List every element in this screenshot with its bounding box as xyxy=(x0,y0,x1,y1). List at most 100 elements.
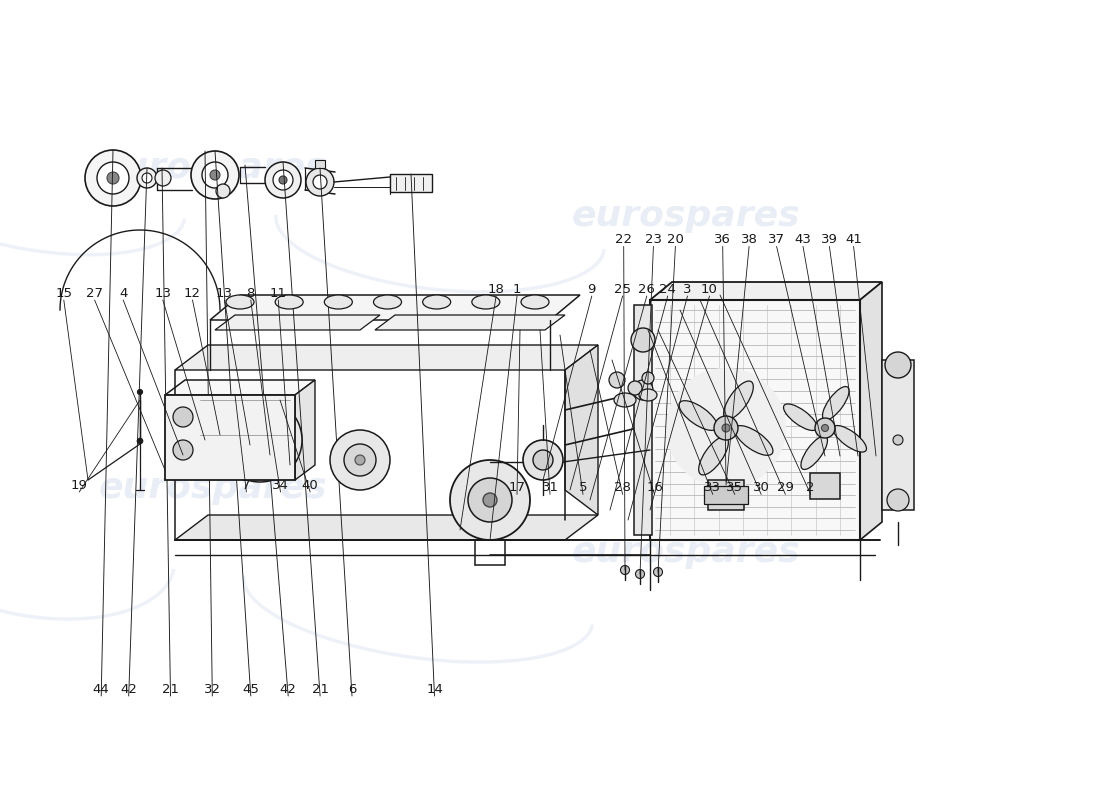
Text: 41: 41 xyxy=(845,234,862,246)
Text: 13: 13 xyxy=(154,287,172,300)
Polygon shape xyxy=(375,315,565,330)
Ellipse shape xyxy=(679,401,717,430)
Text: 24: 24 xyxy=(659,283,676,296)
Text: 25: 25 xyxy=(614,283,631,296)
Circle shape xyxy=(632,380,653,400)
Text: 31: 31 xyxy=(541,482,559,494)
Bar xyxy=(810,473,840,499)
Circle shape xyxy=(886,352,911,378)
Circle shape xyxy=(273,170,293,190)
Text: 39: 39 xyxy=(821,234,838,246)
Text: eurospares: eurospares xyxy=(572,199,801,233)
Bar xyxy=(634,305,652,535)
Text: 33: 33 xyxy=(704,482,722,494)
Ellipse shape xyxy=(823,386,849,420)
Circle shape xyxy=(344,444,376,476)
Circle shape xyxy=(522,440,563,480)
Circle shape xyxy=(85,150,141,206)
Circle shape xyxy=(822,425,828,431)
Text: 9: 9 xyxy=(587,283,596,296)
Circle shape xyxy=(483,493,497,507)
Circle shape xyxy=(314,175,327,189)
Circle shape xyxy=(642,372,654,384)
Circle shape xyxy=(666,368,786,488)
Ellipse shape xyxy=(374,295,401,309)
Ellipse shape xyxy=(275,295,304,309)
Text: 16: 16 xyxy=(646,482,663,494)
Circle shape xyxy=(628,381,642,395)
Text: 3: 3 xyxy=(683,283,692,296)
Bar xyxy=(704,486,748,504)
Text: 37: 37 xyxy=(768,234,785,246)
Circle shape xyxy=(330,430,390,490)
Circle shape xyxy=(306,168,334,196)
Circle shape xyxy=(173,440,192,460)
Text: 13: 13 xyxy=(216,287,233,300)
Bar xyxy=(165,395,295,480)
Circle shape xyxy=(815,418,835,438)
Text: 6: 6 xyxy=(348,683,356,696)
Ellipse shape xyxy=(472,295,499,309)
Text: 21: 21 xyxy=(311,683,329,696)
Circle shape xyxy=(887,489,909,511)
Text: eurospares: eurospares xyxy=(99,151,328,185)
Circle shape xyxy=(631,328,654,352)
Text: 38: 38 xyxy=(740,234,758,246)
Ellipse shape xyxy=(833,426,867,452)
Polygon shape xyxy=(860,282,882,540)
Bar xyxy=(315,160,324,168)
Text: 19: 19 xyxy=(70,479,88,492)
Text: 22: 22 xyxy=(615,234,632,246)
Text: 8: 8 xyxy=(246,287,255,300)
Circle shape xyxy=(620,566,629,574)
Polygon shape xyxy=(165,380,315,395)
Text: eurospares: eurospares xyxy=(572,535,801,569)
Polygon shape xyxy=(650,282,882,300)
Circle shape xyxy=(636,570,645,578)
Circle shape xyxy=(138,390,143,394)
Polygon shape xyxy=(565,345,598,515)
Text: 12: 12 xyxy=(184,287,201,300)
Ellipse shape xyxy=(783,404,817,430)
Text: 5: 5 xyxy=(579,482,587,494)
Circle shape xyxy=(218,398,302,482)
Ellipse shape xyxy=(724,381,754,419)
Text: 10: 10 xyxy=(701,283,718,296)
Text: 7: 7 xyxy=(242,479,251,492)
Polygon shape xyxy=(175,345,598,370)
Text: 36: 36 xyxy=(714,234,732,246)
Circle shape xyxy=(893,435,903,445)
Circle shape xyxy=(210,170,220,180)
Polygon shape xyxy=(210,295,580,320)
Circle shape xyxy=(173,407,192,427)
Text: 21: 21 xyxy=(162,683,179,696)
Ellipse shape xyxy=(521,295,549,309)
Text: 28: 28 xyxy=(614,482,631,494)
Polygon shape xyxy=(214,315,380,330)
Text: 45: 45 xyxy=(242,683,260,696)
Text: 14: 14 xyxy=(426,683,443,696)
Text: 1: 1 xyxy=(513,283,521,296)
Circle shape xyxy=(191,151,239,199)
Circle shape xyxy=(202,162,228,188)
Circle shape xyxy=(107,172,119,184)
Text: 4: 4 xyxy=(119,287,128,300)
Text: 30: 30 xyxy=(752,482,770,494)
Text: 44: 44 xyxy=(92,683,110,696)
Circle shape xyxy=(534,450,553,470)
Text: 20: 20 xyxy=(667,234,684,246)
Bar xyxy=(650,300,860,540)
Circle shape xyxy=(450,460,530,540)
Circle shape xyxy=(216,184,230,198)
Circle shape xyxy=(142,173,152,183)
Circle shape xyxy=(138,168,157,188)
Bar xyxy=(390,174,432,192)
Polygon shape xyxy=(295,380,315,480)
Circle shape xyxy=(714,416,738,440)
Bar xyxy=(882,360,914,510)
Circle shape xyxy=(279,176,287,184)
Text: 18: 18 xyxy=(487,283,505,296)
Circle shape xyxy=(155,170,170,186)
Text: 26: 26 xyxy=(638,283,656,296)
Text: 17: 17 xyxy=(508,482,526,494)
